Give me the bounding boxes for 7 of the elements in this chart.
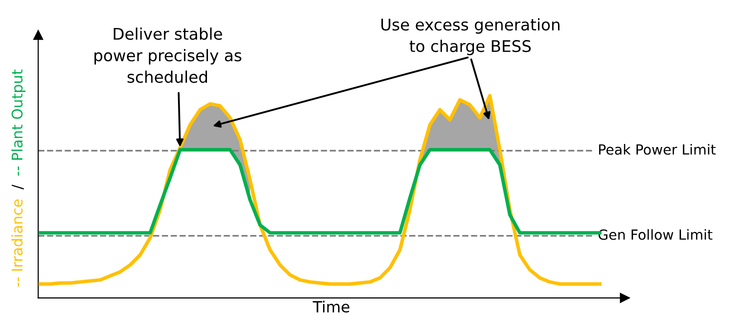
text: -- Plant Output (11, 69, 26, 176)
ref-line-label: Peak Power Limit (599, 144, 716, 155)
x-axis-title: Time (312, 300, 350, 313)
y-axis-title: / (12, 184, 24, 190)
text: -- Irradiance (11, 199, 23, 287)
text: Deliver stable power precisely as scheduled (94, 28, 242, 83)
text: Use excess generation to charge BESS (381, 18, 560, 56)
